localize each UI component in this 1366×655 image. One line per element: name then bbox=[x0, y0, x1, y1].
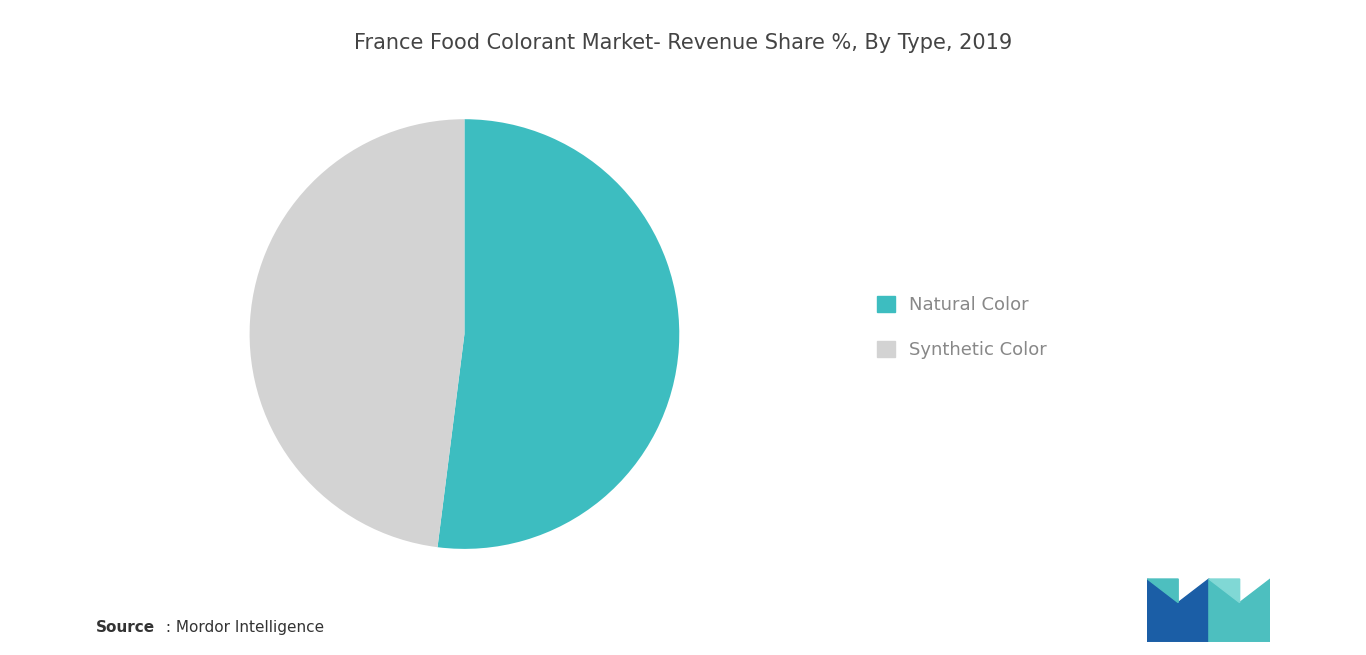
Text: Source: Source bbox=[96, 620, 154, 635]
Text: France Food Colorant Market- Revenue Share %, By Type, 2019: France Food Colorant Market- Revenue Sha… bbox=[354, 33, 1012, 53]
Polygon shape bbox=[1147, 579, 1209, 642]
Legend: Natural Color, Synthetic Color: Natural Color, Synthetic Color bbox=[870, 288, 1055, 367]
Wedge shape bbox=[250, 119, 464, 547]
Polygon shape bbox=[1147, 579, 1177, 603]
Text: : Mordor Intelligence: : Mordor Intelligence bbox=[161, 620, 324, 635]
Polygon shape bbox=[1209, 579, 1270, 642]
Wedge shape bbox=[437, 119, 679, 549]
Polygon shape bbox=[1209, 579, 1240, 603]
